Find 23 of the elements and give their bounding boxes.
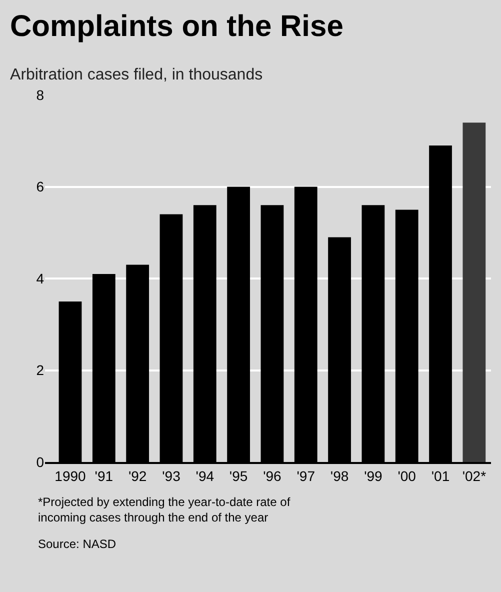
y-tick-label: 2 (36, 362, 44, 378)
x-tick-label: '92 (128, 468, 147, 484)
x-tick-label: '00 (398, 468, 416, 484)
source-note: Source: NASD (38, 537, 116, 551)
y-tick-label: 6 (36, 178, 44, 195)
y-tick-label: 4 (36, 270, 44, 286)
y-tick-label: 8 (36, 86, 44, 103)
x-tick-label: 1990 (54, 468, 86, 484)
x-tick-label: '97 (296, 468, 316, 484)
chart-subtitle: Arbitration cases filed, in thousands (10, 66, 263, 84)
x-tick-label: '96 (263, 468, 282, 484)
x-tick-label: '98 (330, 468, 349, 484)
x-tick-label: '94 (196, 468, 214, 484)
x-tick-label: '93 (162, 468, 181, 484)
text: *Projected by extending the year-to-date rate of incoming cases through the end of the year (38, 495, 291, 525)
x-tick-label: '02* (462, 468, 487, 484)
x-tick-label: '91 (94, 468, 114, 484)
x-tick-label: '01 (431, 468, 450, 484)
x-tick-label: '99 (364, 468, 383, 484)
chart-title: Complaints on the Rise (10, 10, 344, 43)
y-tick-label: 0 (36, 454, 44, 470)
bar (462, 122, 486, 462)
x-tick-label: '95 (229, 468, 248, 484)
